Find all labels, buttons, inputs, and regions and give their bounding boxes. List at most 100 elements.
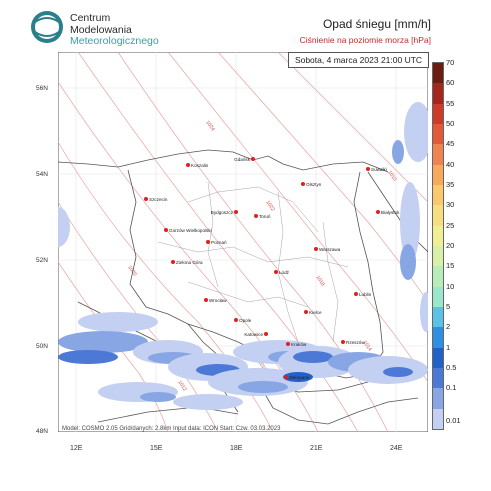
lat-label: 52N [36,257,48,264]
lat-label: 50N [36,343,48,350]
colorbar-label: 35 [446,180,455,189]
city-label: Suwałki [371,167,387,172]
colorbar-segment [433,144,443,165]
colorbar-segment [433,123,443,145]
city-label: Katowice [244,332,263,337]
isobar-label: 1016 [256,360,267,373]
colorbar-segment [433,306,443,328]
colorbar-label: 2 [446,322,451,332]
city-markers: Koszalin Gdańsk Suwałki Olsztyn Szczecin Bydg… [144,157,400,380]
imgw-logo [31,11,63,43]
city-dot [251,157,255,161]
city-dot [144,197,148,201]
city-label: Lublin [359,292,372,297]
org-line-3: Meteorologicznego [70,35,159,47]
city-dot [204,298,208,302]
city-dot [341,340,345,344]
city-dot [264,332,268,336]
isobar-labels: 1024 1022 1020 1018 1016 1014 1012 1010 [126,120,397,393]
colorbar-label: 20 [446,241,455,250]
colorbar-label: 0.01 [446,416,461,425]
city-dot [301,182,305,186]
city-dot [254,214,258,218]
city-dot [186,163,190,167]
city-dot [286,342,290,346]
city-label: Rzeszów [346,340,365,345]
city-dot [354,292,358,296]
city-dot [206,240,210,244]
colorbar-label: 25 [446,220,455,230]
isobar-label: 1014 [361,340,372,353]
colorbar-segment [433,83,443,104]
city-dot [304,310,308,314]
colorbar [432,62,444,430]
colorbar-label: 55 [446,98,455,108]
colorbar-label: 0.5 [446,363,457,372]
city-dot [284,375,288,379]
city-label: Gorzów Wielkopolski [169,228,212,233]
colorbar-segment [433,164,443,185]
snowfall-shading [58,102,428,410]
colorbar-segment [433,347,443,368]
city-label: Wrocław [209,298,227,303]
org-line-1: Centrum [70,12,111,24]
lon-label: 24E [390,445,403,452]
map-subtitle: Ciśnienie na poziomie morza [hPa] [299,35,431,45]
colorbar-label: 30 [446,200,455,210]
city-label: Opole [239,318,252,323]
colorbar-segment [433,327,443,348]
lon-label: 18E [230,445,243,452]
city-label: Łódź [279,270,290,275]
isobar-label: 1012 [176,380,187,393]
city-dot [314,247,318,251]
isobar-label: 1022 [264,200,275,213]
colorbar-segment [433,408,443,429]
organization-name: Centrum Modelowania Meteorologicznego [70,12,159,48]
city-dot [376,210,380,214]
city-label: Poznań [211,240,227,245]
isobar-label: 1018 [314,275,325,288]
isobar-label: 1020 [126,265,137,278]
colorbar-label: 40 [446,159,455,169]
city-dot [164,228,168,232]
city-dot [171,260,175,264]
city-dot [234,318,238,322]
colorbar-segment [433,103,443,124]
city-label: Białystok [381,210,400,215]
city-label: Kielce [309,310,322,315]
colorbar-label: 60 [446,78,455,88]
colorbar-label: 45 [446,139,455,149]
colorbar-segment [433,266,443,287]
lon-label: 21E [310,445,323,452]
colorbar-segment [433,286,443,307]
colorbar-segment [433,184,443,206]
map-title: Opad śniegu [mm/h] [322,17,431,31]
city-label: Toruń [259,214,271,219]
city-label: Zielona Góra [176,260,203,265]
forecast-map: 1024 1022 1020 1018 1016 1014 1012 1010 [58,52,428,432]
city-dot [234,210,238,214]
colorbar-segment [433,367,443,389]
lon-label: 12E [70,445,83,452]
colorbar-label: 70 [446,58,455,67]
model-info-footer: Model: COSMO 2.05 Grid/danych: 2.8km Inp… [62,426,281,432]
city-label: Warszawa [319,247,341,252]
colorbar-segment [433,225,443,246]
lat-label: 48N [36,428,48,435]
org-line-2: Modelowania [70,23,132,36]
city-label: Bydgoszcz [211,210,234,215]
city-label: Koszalin [191,163,209,168]
city-label: Szczecin [149,197,168,202]
colorbar-label: 1 [446,342,451,352]
colorbar-segment [433,388,443,409]
colorbar-label: 0.1 [446,383,457,393]
isobar-label: 1024 [204,120,215,133]
colorbar-label: 10 [446,281,455,291]
isobar-label: 1010 [386,170,397,183]
lat-label: 56N [36,85,48,92]
city-label: Gdańsk [234,157,251,162]
lat-label: 54N [36,171,48,178]
colorbar-label: 5 [446,302,451,311]
forecast-datetime: Sobota, 4 marca 2023 21:00 UTC [288,52,429,68]
city-dot [366,167,370,171]
